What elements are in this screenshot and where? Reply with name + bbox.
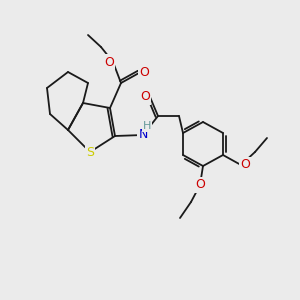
Text: O: O (140, 91, 150, 103)
Text: H: H (143, 121, 151, 131)
Text: O: O (104, 56, 114, 68)
Text: N: N (138, 128, 148, 142)
Text: O: O (240, 158, 250, 172)
Text: O: O (139, 67, 149, 80)
Text: O: O (195, 178, 205, 191)
Text: S: S (86, 146, 94, 158)
